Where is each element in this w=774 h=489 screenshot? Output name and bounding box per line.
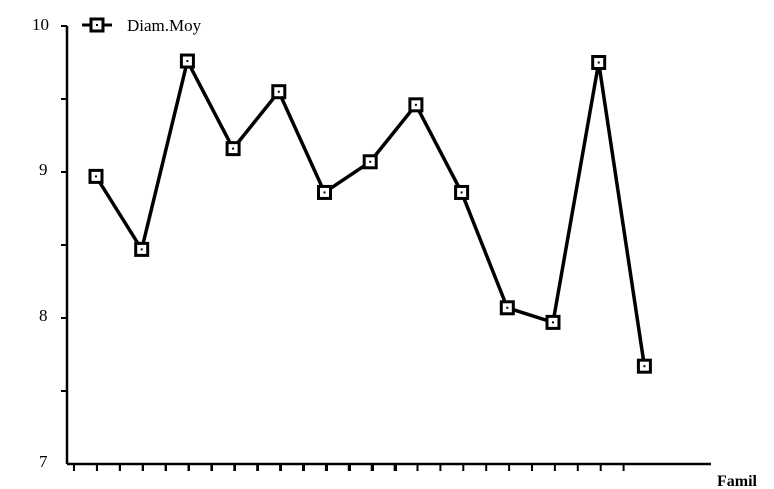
x-ticks	[73, 464, 625, 471]
data-point-dot	[460, 191, 463, 194]
data-point-dot	[369, 160, 372, 163]
data-point-dot	[277, 90, 280, 93]
data-point-dot	[95, 175, 97, 178]
data-point-dot	[597, 61, 600, 64]
data-point-dot	[643, 365, 646, 368]
data-point-dot	[186, 60, 189, 63]
data-point-dot	[552, 321, 554, 324]
y-tick-label-7: 7	[39, 452, 48, 471]
data-point-dot	[414, 103, 417, 106]
y-tick-label-9: 9	[39, 160, 48, 179]
data-point-dot	[506, 306, 509, 309]
series-diam-moy	[88, 53, 652, 374]
data-point-dot	[232, 147, 235, 150]
data-point-dot	[140, 248, 143, 251]
legend: Diam.Moy	[82, 16, 202, 35]
series-line	[94, 59, 647, 367]
legend-marker-dot	[96, 24, 98, 26]
x-axis: Famil	[67, 462, 758, 489]
x-axis-title: Famil	[717, 473, 758, 489]
y-axis: 10 9 8 7	[32, 15, 69, 471]
y-tick-label-10: 10	[32, 15, 49, 34]
legend-label: Diam.Moy	[127, 16, 202, 35]
data-point-dot	[323, 191, 326, 194]
y-tick-label-8: 8	[39, 306, 48, 325]
